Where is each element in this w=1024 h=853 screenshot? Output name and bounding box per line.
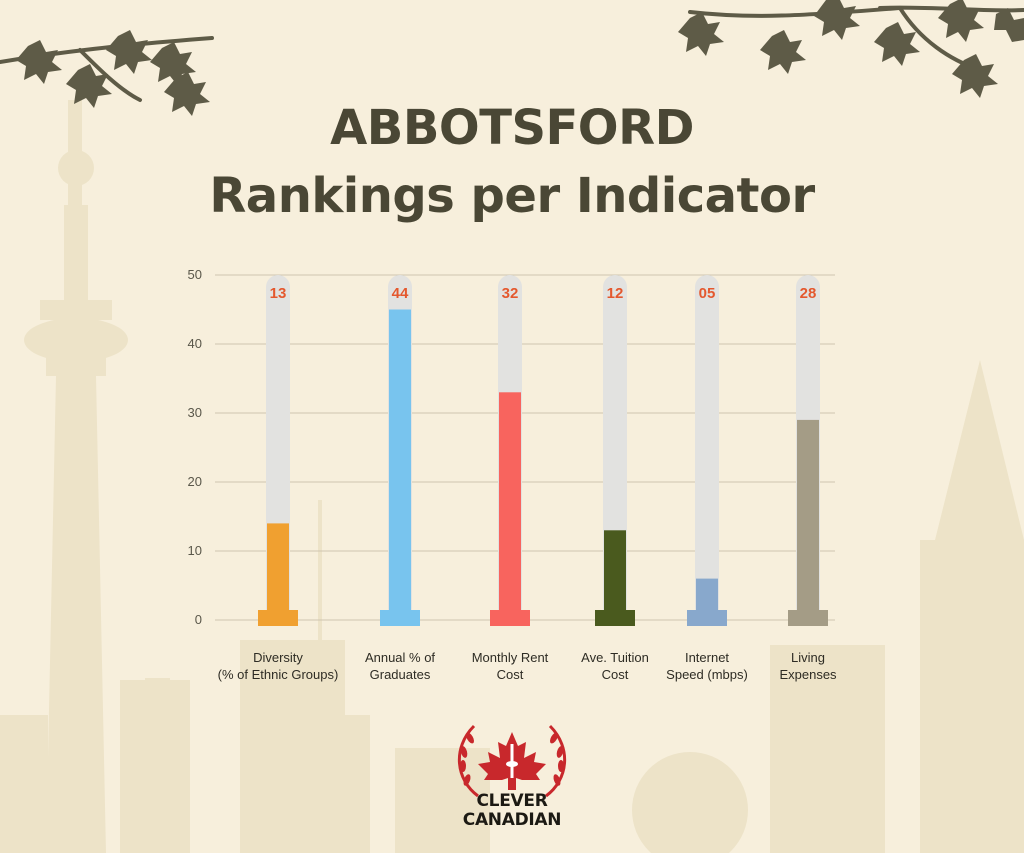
category-label: Ave. Tuition	[581, 650, 649, 665]
category-label: Speed (mbps)	[666, 667, 748, 682]
data-label: 44	[392, 285, 409, 302]
bar	[389, 309, 411, 620]
logo-text-canadian: CANADIAN	[462, 810, 562, 830]
bar	[267, 523, 289, 620]
clever-canadian-logo	[458, 724, 566, 798]
category-label: Cost	[497, 667, 524, 682]
data-label: 32	[502, 285, 519, 302]
y-tick-label: 10	[188, 543, 202, 558]
category-label: Living	[791, 650, 825, 665]
category-label: Monthly Rent	[472, 650, 549, 665]
bar-base	[595, 610, 635, 626]
category-label: Annual % of	[365, 650, 435, 665]
bar	[499, 392, 521, 620]
category-label: Graduates	[370, 667, 431, 682]
bar-base	[380, 610, 420, 626]
y-tick-label: 40	[188, 336, 202, 351]
category-label: Diversity	[253, 650, 303, 665]
bar-base	[788, 610, 828, 626]
bar-base	[687, 610, 727, 626]
category-label: (% of Ethnic Groups)	[218, 667, 339, 682]
data-label: 13	[270, 285, 287, 302]
category-label: Internet	[685, 650, 729, 665]
bar-base	[258, 610, 298, 626]
category-label: Cost	[602, 667, 629, 682]
bar	[797, 419, 819, 620]
page-title: ABBOTSFORD	[330, 100, 694, 156]
y-tick-label: 20	[188, 474, 202, 489]
data-label: 28	[800, 285, 817, 302]
y-tick-label: 50	[188, 267, 202, 282]
bar	[604, 530, 626, 620]
y-tick-label: 30	[188, 405, 202, 420]
bar-track	[695, 275, 719, 620]
bar-base	[490, 610, 530, 626]
data-label: 12	[607, 285, 624, 302]
page-subtitle: Rankings per Indicator	[209, 168, 815, 224]
category-label: Expenses	[779, 667, 837, 682]
logo-text-clever: CLEVER	[476, 791, 548, 811]
data-label: 05	[699, 285, 716, 302]
bar	[696, 578, 718, 620]
y-tick-label: 0	[195, 612, 202, 627]
